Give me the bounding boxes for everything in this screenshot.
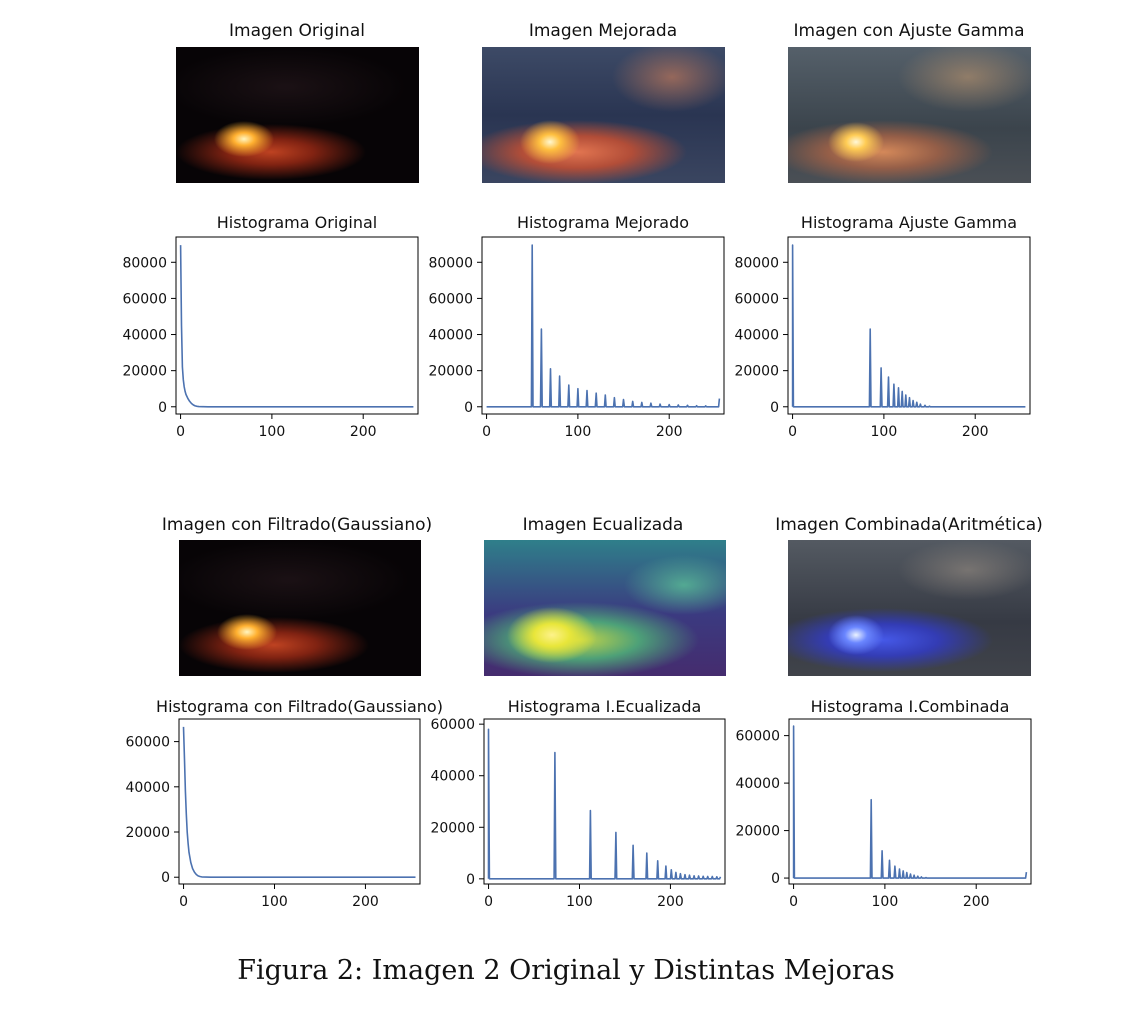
plot-frame — [787, 236, 1031, 415]
y-tick-label: 40000 — [734, 328, 779, 344]
image-title-gaussian: Imagen con Filtrado(Gaussiano) — [161, 515, 433, 535]
y-tick-label: 20000 — [430, 820, 475, 836]
photo-gaussian — [179, 540, 421, 676]
image-title-gamma: Imagen con Ajuste Gamma — [793, 21, 1025, 41]
x-tick-label: 0 — [484, 894, 493, 910]
x-tick-label: 100 — [872, 894, 899, 910]
histogram-line — [792, 725, 1028, 879]
x-tick-label: 200 — [352, 894, 379, 910]
y-tick-label: 60000 — [122, 291, 167, 307]
histogram-title: Histograma I.Combinada — [811, 697, 1010, 716]
x-tick-label: 100 — [261, 894, 288, 910]
photo-gamma — [788, 47, 1031, 183]
plot-frame — [788, 718, 1032, 885]
y-tick-label: 60000 — [125, 735, 170, 751]
image-title-combined: Imagen Combinada(Aritmética) — [775, 515, 1043, 535]
x-tick-label: 100 — [565, 424, 592, 440]
image-title-original: Imagen Original — [229, 21, 365, 41]
plot-frame — [175, 236, 419, 415]
y-tick-label: 20000 — [428, 364, 473, 380]
y-tick-label: 0 — [464, 400, 473, 416]
histogram-title: Histograma Mejorado — [517, 213, 689, 232]
figure-caption: Figura 2: Imagen 2 Original y Distintas … — [237, 955, 895, 986]
y-tick-label: 40000 — [122, 328, 167, 344]
image-title-equalized: Imagen Ecualizada — [522, 515, 684, 535]
y-tick-label: 60000 — [430, 717, 475, 733]
x-tick-label: 0 — [179, 894, 188, 910]
plot-frame — [178, 718, 421, 885]
y-tick-label: 0 — [466, 872, 475, 888]
photo-original — [176, 47, 419, 183]
x-tick-label: 200 — [657, 894, 684, 910]
plot-frame — [481, 236, 725, 415]
y-tick-label: 60000 — [734, 291, 779, 307]
y-tick-label: 40000 — [428, 328, 473, 344]
x-tick-label: 0 — [789, 894, 798, 910]
x-tick-label: 200 — [962, 424, 989, 440]
y-tick-label: 40000 — [125, 780, 170, 796]
x-tick-label: 200 — [350, 424, 377, 440]
photo-equalized — [484, 540, 726, 676]
y-tick-label: 0 — [161, 870, 170, 886]
y-tick-label: 40000 — [735, 776, 780, 792]
y-tick-label: 80000 — [428, 255, 473, 271]
y-tick-label: 0 — [770, 400, 779, 416]
x-tick-label: 0 — [788, 424, 797, 440]
y-tick-label: 0 — [158, 400, 167, 416]
photo-enhanced — [482, 47, 725, 183]
y-tick-label: 40000 — [430, 769, 475, 785]
photo-combined — [788, 540, 1031, 676]
x-tick-label: 200 — [656, 424, 683, 440]
histogram-title: Histograma Original — [217, 213, 378, 232]
x-tick-label: 0 — [176, 424, 185, 440]
x-tick-label: 100 — [259, 424, 286, 440]
plot-frame — [483, 718, 726, 885]
y-tick-label: 20000 — [734, 364, 779, 380]
histogram-title: Histograma con Filtrado(Gaussiano) — [156, 697, 443, 716]
y-tick-label: 0 — [771, 871, 780, 887]
image-title-enhanced: Imagen Mejorada — [528, 21, 678, 41]
x-tick-label: 200 — [963, 894, 990, 910]
x-tick-label: 0 — [482, 424, 491, 440]
y-tick-label: 20000 — [122, 364, 167, 380]
x-tick-label: 100 — [566, 894, 593, 910]
histogram-line — [486, 244, 721, 408]
y-tick-label: 20000 — [125, 825, 170, 841]
y-tick-label: 80000 — [734, 255, 779, 271]
histogram-title: Histograma I.Ecualizada — [508, 697, 702, 716]
histogram-line — [182, 726, 416, 878]
x-tick-label: 100 — [871, 424, 898, 440]
histogram-title: Histograma Ajuste Gamma — [801, 213, 1017, 232]
histogram-line — [487, 728, 722, 880]
y-tick-label: 20000 — [735, 824, 780, 840]
y-tick-label: 60000 — [428, 291, 473, 307]
histogram-line — [791, 244, 1026, 408]
histogram-line — [179, 245, 414, 408]
y-tick-label: 60000 — [735, 729, 780, 745]
y-tick-label: 80000 — [122, 255, 167, 271]
